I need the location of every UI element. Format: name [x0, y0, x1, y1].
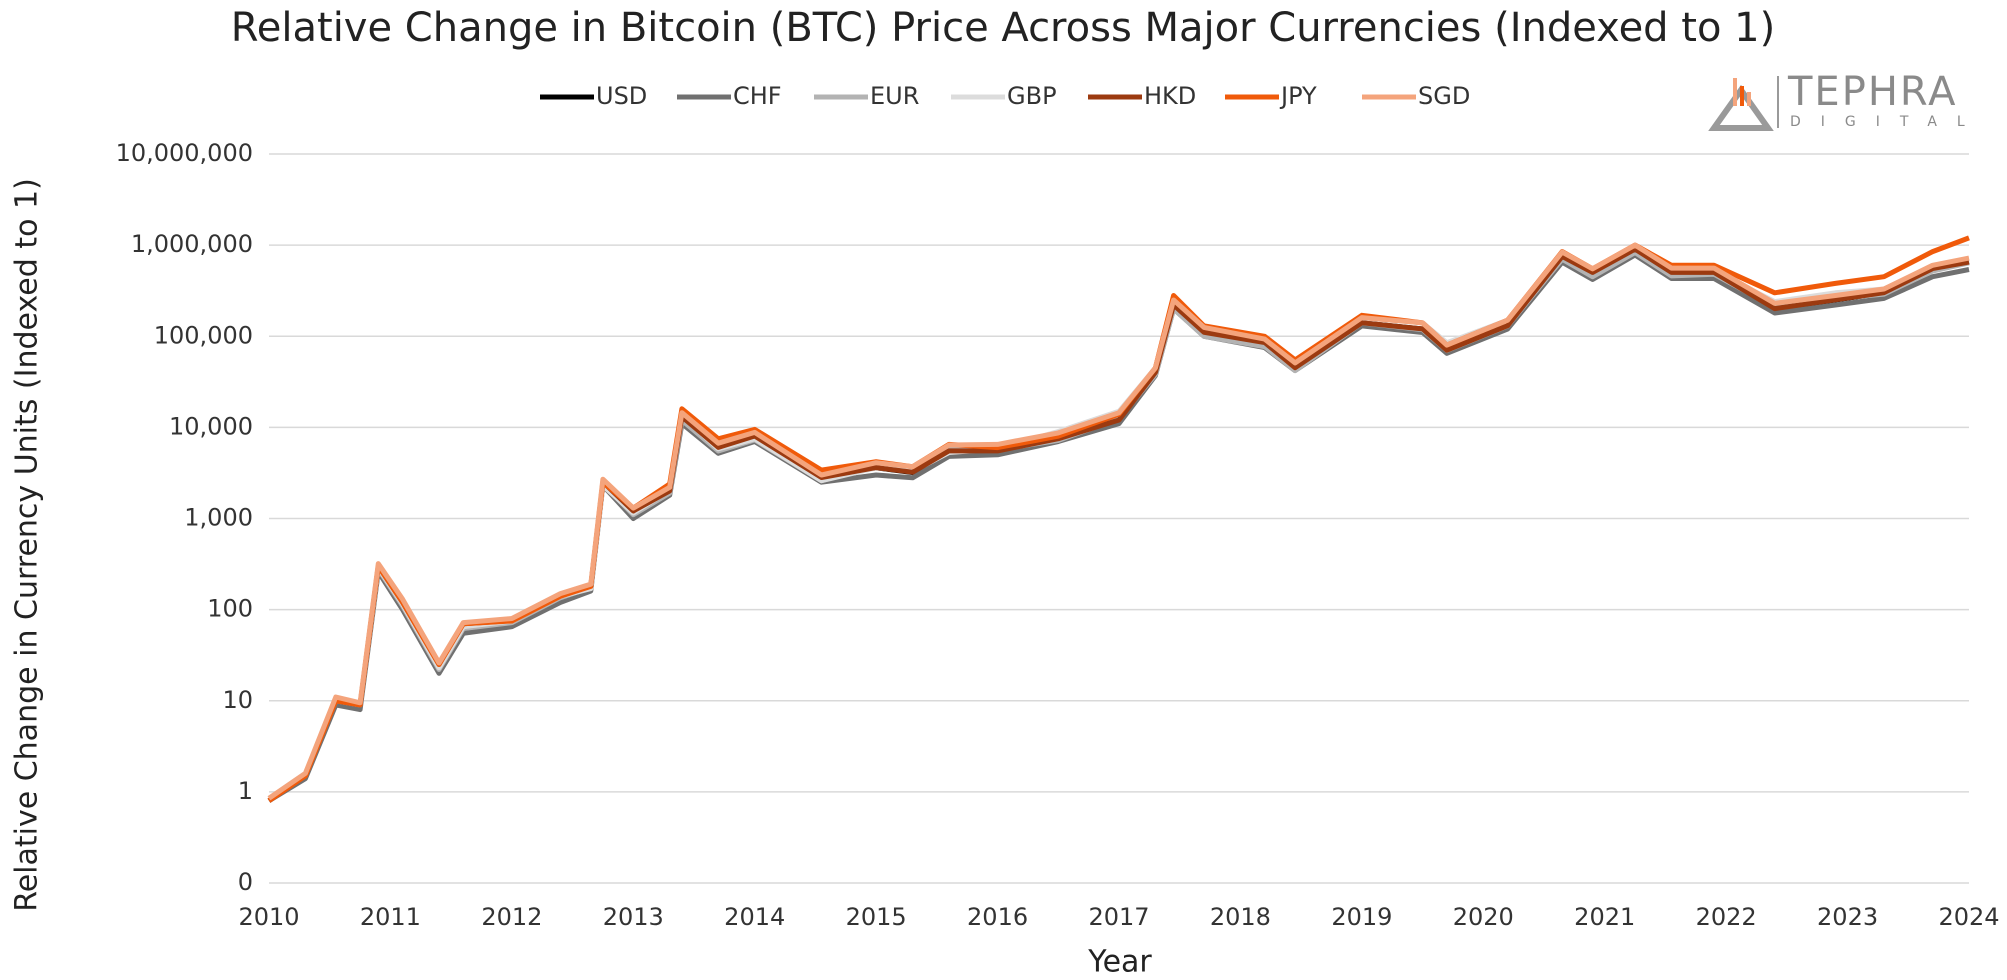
chart-title: Relative Change in Bitcoin (BTC) Price A…: [231, 5, 1775, 51]
x-tick-label: 2013: [603, 903, 664, 931]
x-tick-label: 2012: [481, 903, 542, 931]
x-axis-label: Year: [1087, 945, 1152, 980]
x-tick-label: 2014: [724, 903, 785, 931]
legend-label: CHF: [733, 82, 782, 110]
series-line: [267, 245, 1970, 801]
legend-label: GBP: [1007, 82, 1057, 110]
series-line: [267, 235, 1970, 803]
x-tick-label: 2010: [238, 903, 299, 931]
legend-label: USD: [596, 82, 647, 110]
y-tick-label: 1,000,000: [131, 230, 253, 258]
y-tick-label: 10: [222, 686, 253, 714]
x-tick-label: 2011: [360, 903, 421, 931]
y-tick-label: 100,000: [154, 321, 253, 349]
legend-item: JPY: [1225, 82, 1317, 110]
x-tick-label: 2017: [1088, 903, 1149, 931]
y-tick-label: 10,000,000: [116, 139, 253, 167]
y-tick-label: 100: [207, 595, 253, 623]
series-line: [267, 246, 1970, 803]
x-tick-label: 2021: [1574, 903, 1635, 931]
x-tick-label: 2024: [1938, 903, 1999, 931]
y-tick-label: 10,000: [169, 412, 253, 440]
series-line: [267, 246, 1970, 803]
x-tick-label: 2015: [846, 903, 907, 931]
logo-triangle: [1708, 84, 1774, 131]
logo-bar: [1740, 86, 1744, 106]
y-tick-label: 1,000: [184, 504, 253, 532]
legend-item: USD: [540, 82, 647, 110]
x-tick-label: 2022: [1696, 903, 1757, 931]
y-tick-label: 0: [238, 868, 253, 896]
legend-label: EUR: [870, 82, 919, 110]
legend-label: SGD: [1418, 82, 1470, 110]
series-line: [267, 250, 1970, 803]
x-tick-label: 2020: [1453, 903, 1514, 931]
brand-tagline: DIGITAL: [1790, 114, 1985, 130]
x-tick-label: 2023: [1817, 903, 1878, 931]
y-axis-label: Relative Change in Currency Units (Index…: [10, 178, 45, 912]
legend-item: HKD: [1088, 82, 1196, 110]
x-tick-label: 2019: [1331, 903, 1392, 931]
legend-item: EUR: [814, 82, 919, 110]
legend-item: GBP: [951, 82, 1057, 110]
x-tick-label: 2016: [967, 903, 1028, 931]
legend-label: HKD: [1144, 82, 1196, 110]
legend-label: JPY: [1279, 82, 1317, 110]
legend-item: CHF: [677, 82, 782, 110]
x-tick-label: 2018: [1210, 903, 1271, 931]
brand-name: TEPHRA: [1787, 69, 1957, 115]
series-line: [267, 242, 1970, 801]
legend-item: SGD: [1362, 82, 1470, 110]
logo-bar: [1733, 78, 1737, 106]
logo-bar: [1747, 92, 1751, 106]
brand-logo: TEPHRA DIGITAL: [1708, 69, 1985, 131]
y-tick-label: 1: [238, 777, 253, 805]
